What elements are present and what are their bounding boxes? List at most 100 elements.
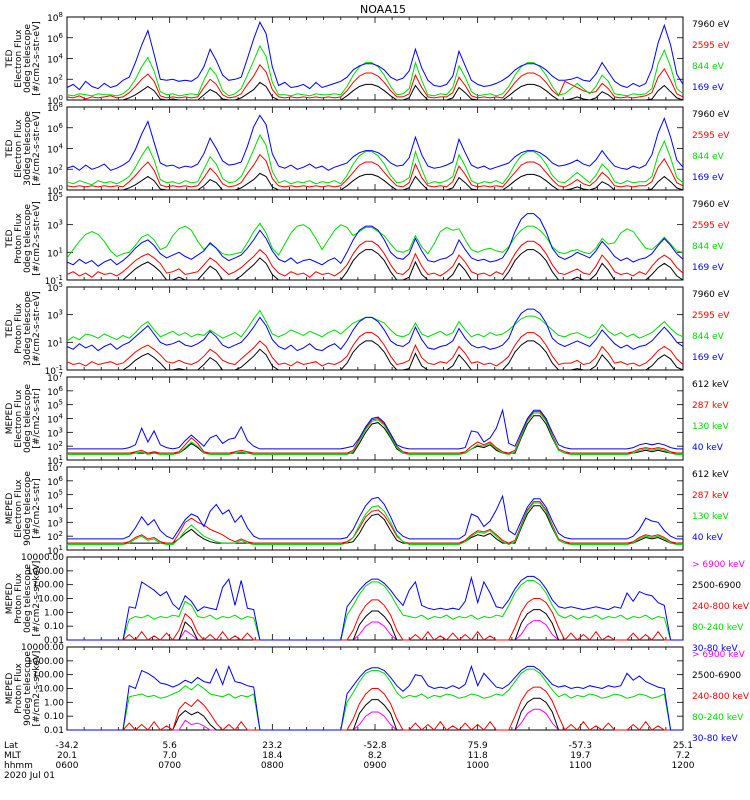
series-line [67,415,683,454]
series-line [67,502,683,546]
panel-meped-p-0: 0.010.101.0010.00100.001000.0010000.00ME… [5,553,750,654]
ephemeris-value: 5.6 [163,741,178,751]
series-line [67,81,684,101]
y-tick-label: 105 [47,399,63,412]
panel-meped-p-90: 0.01 0.10 1.00 10.00 100.00 1000.00 10000.00ME… [5,643,750,744]
series-line [66,213,684,267]
ephemeris-value: 19.7 [570,751,590,761]
series-line [67,501,683,544]
legend: > 6900 keV 2500-6900 240-800 keV 80-240 keV… [692,560,750,654]
series-line [67,408,683,450]
series-line [67,172,684,191]
legend-entry: 612 keV [692,380,729,390]
legend-entry: 169 eV [692,83,725,93]
series-line [66,222,684,259]
legend-entry: 2500-6900 [692,581,741,591]
series-line [66,20,684,91]
legend-entry: 2595 eV [692,131,730,141]
y-tick-label: 10-1 [45,274,63,287]
date-label: 2020 Jul 01 [4,771,55,781]
panel-ted-p-30: 10-1 101 103 105 TEDProton Flux30deg telesco… [5,281,730,377]
y-tick-label: 106 [47,385,63,398]
legend-entry: > 6900 keV [692,560,746,570]
legend-entry: 240-800 keV [692,692,750,702]
series-line [67,249,684,281]
series-line [66,153,684,188]
y-tick-label: 101 [47,246,63,259]
y-axis-label: TEDProton Flux30deg telescope[#/cm2-s-st… [5,291,42,366]
series-line [66,44,684,97]
ephemeris-value: 1000 [466,761,489,771]
series-line [67,505,683,544]
plot-frame [66,466,684,551]
legend-entry: 240-800 keV [692,602,750,612]
y-tick-label: 1000.00 [27,657,64,667]
legend: 7960 eV 2595 eV 844 eV 169 eV [692,200,730,273]
plot-frame [66,556,684,641]
y-tick-label: 105 [47,489,63,502]
legend-entry: 80-240 keV [692,713,744,723]
panel-ted-e-0: 100 102 104 106 108 TEDElectron Flux0deg tele… [5,11,730,107]
y-tick-label: 102 [47,530,63,543]
y-tick-label: 103 [47,516,63,529]
ephemeris-value: 20.1 [57,751,77,761]
ephemeris-value: -52.8 [363,741,387,751]
series-line [66,133,684,186]
series-line [67,580,683,641]
ephemeris-value: 8.2 [368,751,382,761]
y-tick-label: 107 [47,371,63,384]
y-tick-label: 105 [47,191,63,204]
legend-entry: 7960 eV [692,200,730,210]
ephemeris-value: -57.3 [569,741,592,751]
y-tick-label: 10.00 [38,595,64,605]
legend-entry: 130 keV [692,512,729,522]
legend-entry: 844 eV [692,152,725,162]
panel-ted-p-0: 10-1 101 103 105 TEDProton Flux0deg telescop… [5,191,730,287]
legend: > 6900 keV 2500-6900 240-800 keV 80-240 keV… [692,650,750,744]
y-tick-label: 1.00 [44,608,64,618]
chart-title: NOAA15 [360,3,406,16]
legend-entry: 2500-6900 [692,671,741,681]
y-tick-label: 104 [47,413,63,426]
series-line [67,664,683,731]
legend-entry: > 6900 keV [692,650,746,660]
ephemeris-value: 7.0 [163,751,178,761]
legend: 7960 eV 2595 eV 844 eV 169 eV [692,290,730,363]
y-tick-label: 103 [47,426,63,439]
y-tick-label: 0.01 [44,636,64,646]
legend-entry: 130 keV [692,422,729,432]
y-tick-label: 104 [47,53,63,66]
y-tick-label: 101 [47,544,63,557]
y-tick-label: 1000.00 [27,567,64,577]
legend-entry: 287 keV [692,401,729,411]
legend: 612 keV 287 keV 130 keV 40 keV [692,470,729,543]
y-tick-label: 0.10 [44,622,64,632]
legend-entry: 844 eV [692,242,725,252]
y-tick-label: 108 [47,101,63,114]
y-axis-label: MEPEDProton Flux0deg telescope[#/cm2-s-s… [5,561,42,637]
ephemeris-value: 0600 [56,761,79,771]
series-line [67,494,683,540]
series-line [67,686,683,731]
series-line [66,63,684,100]
y-tick-label: 106 [47,475,63,488]
series-line [67,575,683,641]
y-axis-label: TEDElectron Flux0deg telescope[#/cm2-s-s… [5,21,42,96]
y-tick-label: 106 [47,122,63,135]
series-line [66,114,684,171]
y-tick-label: 104 [47,503,63,516]
legend: 7960 eV 2595 eV 844 eV 169 eV [692,20,730,93]
y-tick-label: 102 [47,163,63,176]
legend: 7960 eV 2595 eV 844 eV 169 eV [692,110,730,183]
y-axis-label: TEDProton Flux0deg telescope[#/cm2-s-str… [5,201,42,276]
legend-entry: 169 eV [692,173,725,183]
series-line [67,598,683,641]
legend-entry: 40 keV [692,443,724,453]
legend-entry: 2595 eV [692,311,730,321]
ephemeris-value: 0900 [364,761,387,771]
legend-entry: 612 keV [692,470,729,480]
y-axis-label: MEPEDElectron Flux90deg telescope[#/cm2-… [5,471,42,546]
y-tick-label: 100.00 [33,671,65,681]
ephemeris-value: 11.8 [468,751,488,761]
